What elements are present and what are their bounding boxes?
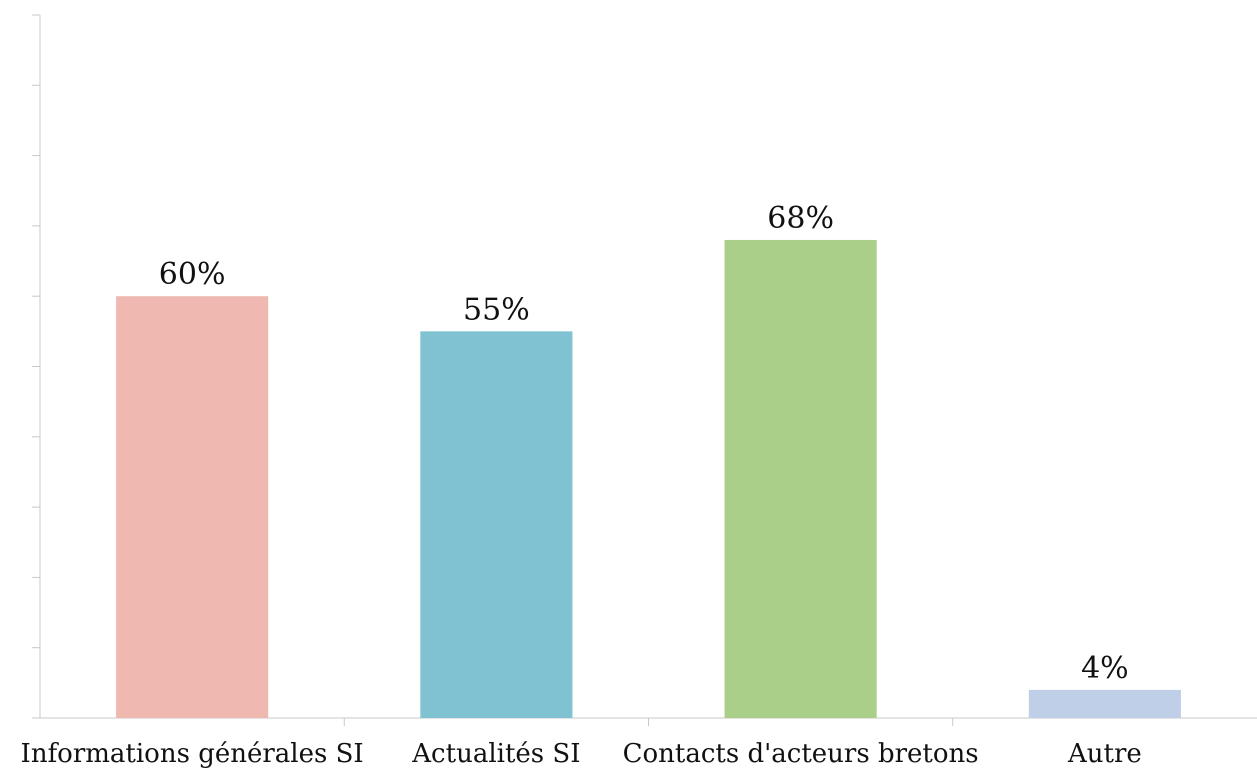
bar [724, 239, 877, 718]
x-tick-label: Informations générales SI [21, 739, 364, 769]
bar [1028, 689, 1181, 718]
y-axis [32, 14, 41, 719]
data-labels: 60% 55% 68% 4% [159, 201, 1129, 686]
data-label: 55% [463, 292, 530, 327]
x-axis [32, 717, 1257, 726]
category-labels: Informations générales SI Actualités SI Co… [21, 739, 1142, 769]
bars [116, 239, 1181, 718]
bar [116, 296, 269, 718]
data-label: 60% [159, 257, 226, 292]
x-tick-label: Actualités SI [411, 739, 580, 769]
x-tick-label: Autre [1067, 739, 1142, 769]
bar [420, 331, 573, 718]
x-tick-label: Contacts d'acteurs bretons [623, 739, 979, 769]
data-label: 4% [1081, 651, 1129, 686]
data-label: 68% [767, 201, 834, 236]
